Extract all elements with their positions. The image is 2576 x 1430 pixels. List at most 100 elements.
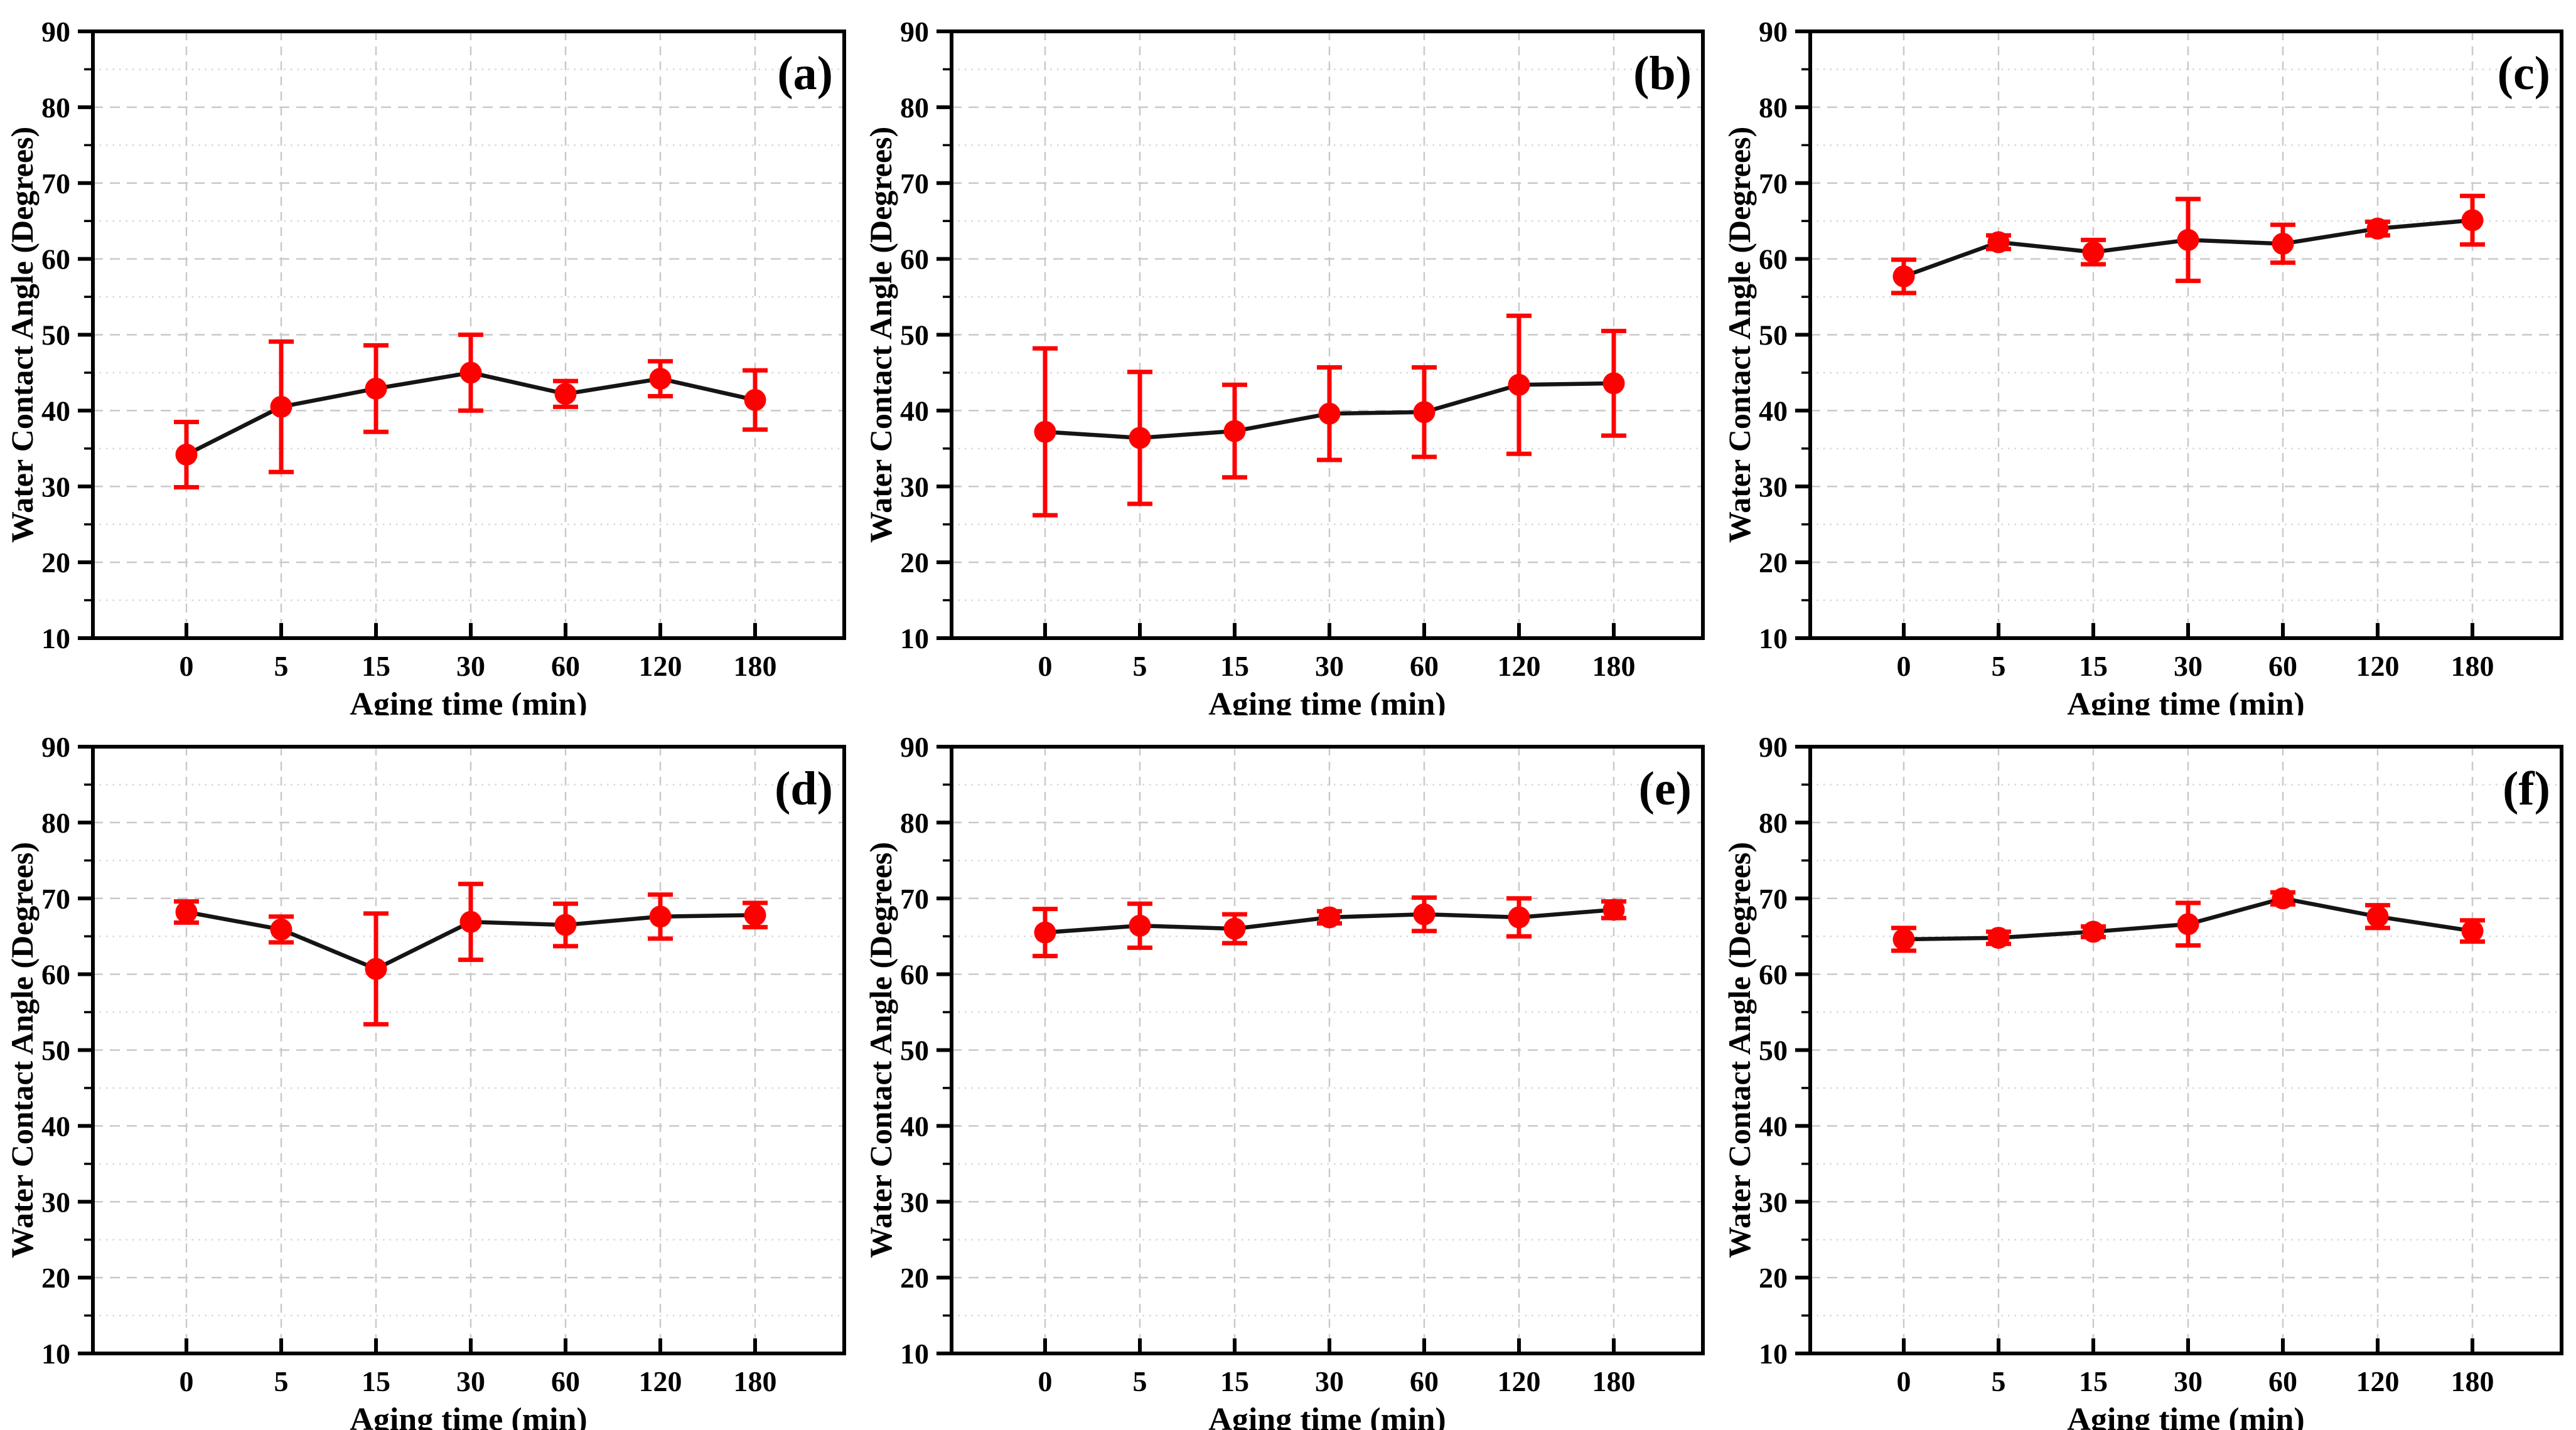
- data-point-marker: [1892, 265, 1915, 287]
- panel-letter-label: (f): [2503, 762, 2550, 815]
- x-tick-label: 15: [2079, 1365, 2108, 1397]
- plot-frame: [1808, 29, 2563, 640]
- panel-f-chart: 10 20 30 40 50 60 70 80 90 0 5 15 30 60 120 180 Water Co…: [1722, 731, 2563, 1430]
- x-tick-label: 30: [1315, 650, 1344, 682]
- data-point-marker: [175, 443, 198, 466]
- y-tick-label: 20: [41, 547, 70, 579]
- x-tick-label: 120: [639, 1365, 682, 1397]
- data-point-marker: [744, 388, 766, 411]
- x-axis-title: Aging time (min): [350, 686, 587, 715]
- data-point-marker: [2177, 228, 2199, 251]
- data-point-marker: [744, 904, 766, 926]
- x-tick-label: 30: [2174, 1365, 2203, 1397]
- y-tick-label: 30: [41, 1186, 70, 1218]
- data-point-marker: [1318, 905, 1341, 928]
- y-tick-label: 20: [1759, 547, 1788, 579]
- x-tick-label: 0: [180, 650, 194, 682]
- y-tick-label: 50: [900, 1034, 929, 1066]
- y-tick-label: 80: [1759, 806, 1788, 838]
- data-point-marker: [2461, 209, 2484, 232]
- y-tick-label: 20: [41, 1262, 70, 1294]
- x-tick-label: 120: [1498, 650, 1541, 682]
- y-tick-label: 20: [900, 547, 929, 579]
- y-tick-label: 70: [1759, 882, 1788, 914]
- x-axis-title: Aging time (min): [350, 1402, 587, 1430]
- x-tick-label: 60: [2268, 1365, 2297, 1397]
- panel-f: 10 20 30 40 50 60 70 80 90 0 5 15 30 60 120 180 Water Co…: [1717, 715, 2576, 1430]
- y-tick-label: 10: [41, 1338, 70, 1370]
- data-point-marker: [365, 958, 387, 980]
- x-axis-title: Aging time (min): [1208, 1402, 1446, 1430]
- x-tick-label: 180: [1592, 650, 1636, 682]
- y-axis-title: Water Contact Angle (Degrees): [863, 841, 898, 1257]
- x-tick-label: 0: [1038, 1365, 1053, 1397]
- x-tick-label: 0: [1897, 1365, 1911, 1397]
- y-tick-label: 90: [1759, 16, 1788, 48]
- y-tick-label: 90: [1759, 731, 1788, 763]
- y-axis-title: Water Contact Angle (Degrees): [4, 127, 40, 543]
- panel-letter-label: (b): [1633, 47, 1692, 100]
- plot-frame: [91, 744, 846, 1355]
- panel-d-chart: 10 20 30 40 50 60 70 80 90 0 5 15 30 60 120 180 Water Co…: [4, 731, 846, 1430]
- data-point-marker: [2082, 241, 2105, 264]
- panel-c-chart: 10 20 30 40 50 60 70 80 90 0 5 15 30 60 120 180 Water Co…: [1722, 16, 2563, 715]
- data-point-marker: [1508, 905, 1530, 928]
- x-tick-label: 5: [1992, 1365, 2006, 1397]
- data-point-marker: [1318, 402, 1341, 425]
- data-point-marker: [270, 395, 292, 418]
- y-tick-label: 90: [900, 16, 929, 48]
- y-tick-label: 30: [41, 471, 70, 503]
- x-tick-label: 180: [1592, 1365, 1636, 1397]
- data-point-marker: [2177, 912, 2199, 935]
- x-tick-label: 120: [1498, 1365, 1541, 1397]
- y-tick-label: 10: [1759, 1338, 1788, 1370]
- y-tick-label: 10: [1759, 622, 1788, 654]
- x-axis-title: Aging time (min): [1208, 686, 1446, 715]
- x-tick-label: 5: [274, 650, 289, 682]
- x-tick-label: 60: [1410, 1365, 1439, 1397]
- data-point-marker: [175, 900, 198, 923]
- data-point-marker: [2461, 919, 2484, 942]
- data-point-marker: [1508, 373, 1530, 396]
- x-tick-label: 15: [1220, 650, 1249, 682]
- x-tick-label: 15: [362, 650, 390, 682]
- data-point-marker: [2272, 232, 2294, 255]
- y-tick-label: 40: [41, 1110, 70, 1142]
- data-point-marker: [459, 910, 482, 933]
- plot-frame: [91, 29, 846, 640]
- data-point-marker: [1413, 903, 1436, 926]
- y-tick-label: 60: [41, 243, 70, 275]
- y-tick-label: 40: [900, 395, 929, 427]
- y-tick-label: 60: [1759, 958, 1788, 990]
- plot-frame: [950, 29, 1705, 640]
- data-point-marker: [1223, 917, 1246, 940]
- y-tick-label: 80: [41, 92, 70, 124]
- x-tick-label: 5: [1133, 650, 1147, 682]
- data-point-marker: [365, 377, 387, 400]
- y-tick-label: 60: [900, 243, 929, 275]
- y-tick-label: 80: [41, 806, 70, 838]
- x-tick-label: 180: [2451, 650, 2494, 682]
- y-axis-title: Water Contact Angle (Degrees): [4, 841, 40, 1257]
- y-tick-label: 30: [900, 1186, 929, 1218]
- x-tick-label: 5: [1992, 650, 2006, 682]
- y-tick-label: 30: [1759, 1186, 1788, 1218]
- x-tick-label: 180: [734, 650, 777, 682]
- data-point-marker: [649, 905, 672, 927]
- y-tick-label: 40: [900, 1110, 929, 1142]
- y-tick-label: 50: [41, 1034, 70, 1066]
- panel-e-chart: 10 20 30 40 50 60 70 80 90 0 5 15 30 60 120 180 Water Co…: [863, 731, 1705, 1430]
- x-tick-label: 30: [456, 1365, 485, 1397]
- y-tick-label: 70: [41, 882, 70, 914]
- data-point-marker: [1223, 420, 1246, 442]
- panel-letter-label: (e): [1639, 762, 1692, 815]
- data-point-marker: [2366, 217, 2389, 240]
- panel-b: 10 20 30 40 50 60 70 80 90 0 5 15 30 60 120 180 Water Co…: [859, 0, 1717, 715]
- x-tick-label: 60: [2268, 650, 2297, 682]
- y-tick-label: 90: [900, 731, 929, 763]
- y-axis-title: Water Contact Angle (Degrees): [863, 127, 898, 543]
- data-point-marker: [1413, 401, 1436, 424]
- x-tick-label: 15: [1220, 1365, 1249, 1397]
- data-point-marker: [1602, 372, 1625, 395]
